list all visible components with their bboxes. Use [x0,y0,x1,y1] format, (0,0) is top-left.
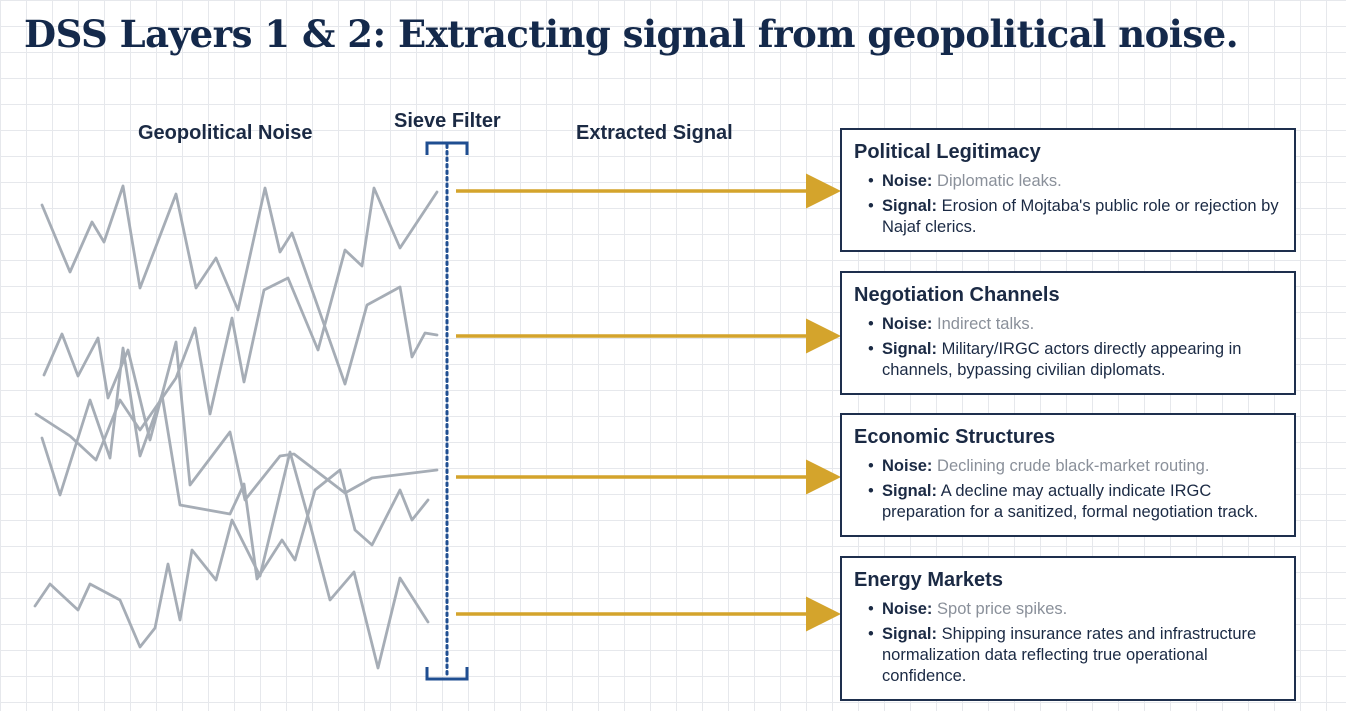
noise-line-2 [42,332,439,502]
signal-column-label: Extracted Signal [576,122,733,144]
signal-label: Signal: [882,482,938,500]
signal-text: Military/IRGC actors directly appearing … [882,340,1242,379]
card-title: Political Legitimacy [854,141,1041,163]
noise-line-5 [33,450,430,670]
noise-text: Spot price spikes. [937,600,1068,618]
card-title: Energy Markets [854,569,1003,591]
card-title: Negotiation Channels [854,284,1060,306]
noise-lines [33,184,439,670]
card-bullets: Noise: Spot price spikes. Signal: Shippi… [854,599,1282,687]
card-energy-markets: Energy Markets Noise: Spot price spikes.… [840,556,1296,701]
noise-text: Declining crude black-market routing. [937,457,1210,475]
signal-bullet: Signal: Erosion of Mojtaba's public role… [868,196,1282,238]
signal-text: A decline may actually indicate IRGC pre… [882,482,1259,521]
noise-column-label: Geopolitical Noise [138,122,313,144]
signal-bullet: Signal: A decline may actually indicate … [868,481,1282,523]
signal-bullet: Signal: Shipping insurance rates and inf… [868,624,1282,687]
noise-label: Noise: [882,172,933,190]
noise-label: Noise: [882,315,933,333]
card-title: Economic Structures [854,426,1056,448]
signal-label: Signal: [882,197,938,215]
card-economic-structures: Economic Structures Noise: Declining cru… [840,413,1296,537]
signal-arrows [456,173,841,632]
card-bullets: Noise: Diplomatic leaks. Signal: Erosion… [854,171,1282,238]
signal-bullet: Signal: Military/IRGC actors directly ap… [868,339,1282,381]
signal-label: Signal: [882,625,938,643]
sieve-bottom-bracket [425,667,469,681]
noise-line-1 [40,184,439,386]
card-negotiation-channels: Negotiation Channels Noise: Indirect tal… [840,271,1296,395]
page-title: DSS Layers 1 & 2: Extracting signal from… [24,12,1239,56]
card-bullets: Noise: Declining crude black-market rout… [854,456,1282,523]
sieve-top-bracket [425,141,469,155]
noise-bullet: Noise: Spot price spikes. [868,599,1282,620]
noise-bullet: Noise: Indirect talks. [868,314,1282,335]
card-bullets: Noise: Indirect talks. Signal: Military/… [854,314,1282,381]
signal-text: Shipping insurance rates and infrastruct… [882,625,1257,685]
card-political-legitimacy: Political Legitimacy Noise: Diplomatic l… [840,128,1296,252]
noise-label: Noise: [882,600,933,618]
signal-text: Erosion of Mojtaba's public role or reje… [882,197,1279,236]
signal-label: Signal: [882,340,938,358]
sieve-filter-label: Sieve Filter [394,110,501,132]
noise-line-4 [40,346,430,581]
sieve-filter [425,141,469,681]
noise-label: Noise: [882,457,933,475]
noise-text: Diplomatic leaks. [937,172,1062,190]
noise-text: Indirect talks. [937,315,1035,333]
noise-bullet: Noise: Diplomatic leaks. [868,171,1282,192]
noise-bullet: Noise: Declining crude black-market rout… [868,456,1282,477]
